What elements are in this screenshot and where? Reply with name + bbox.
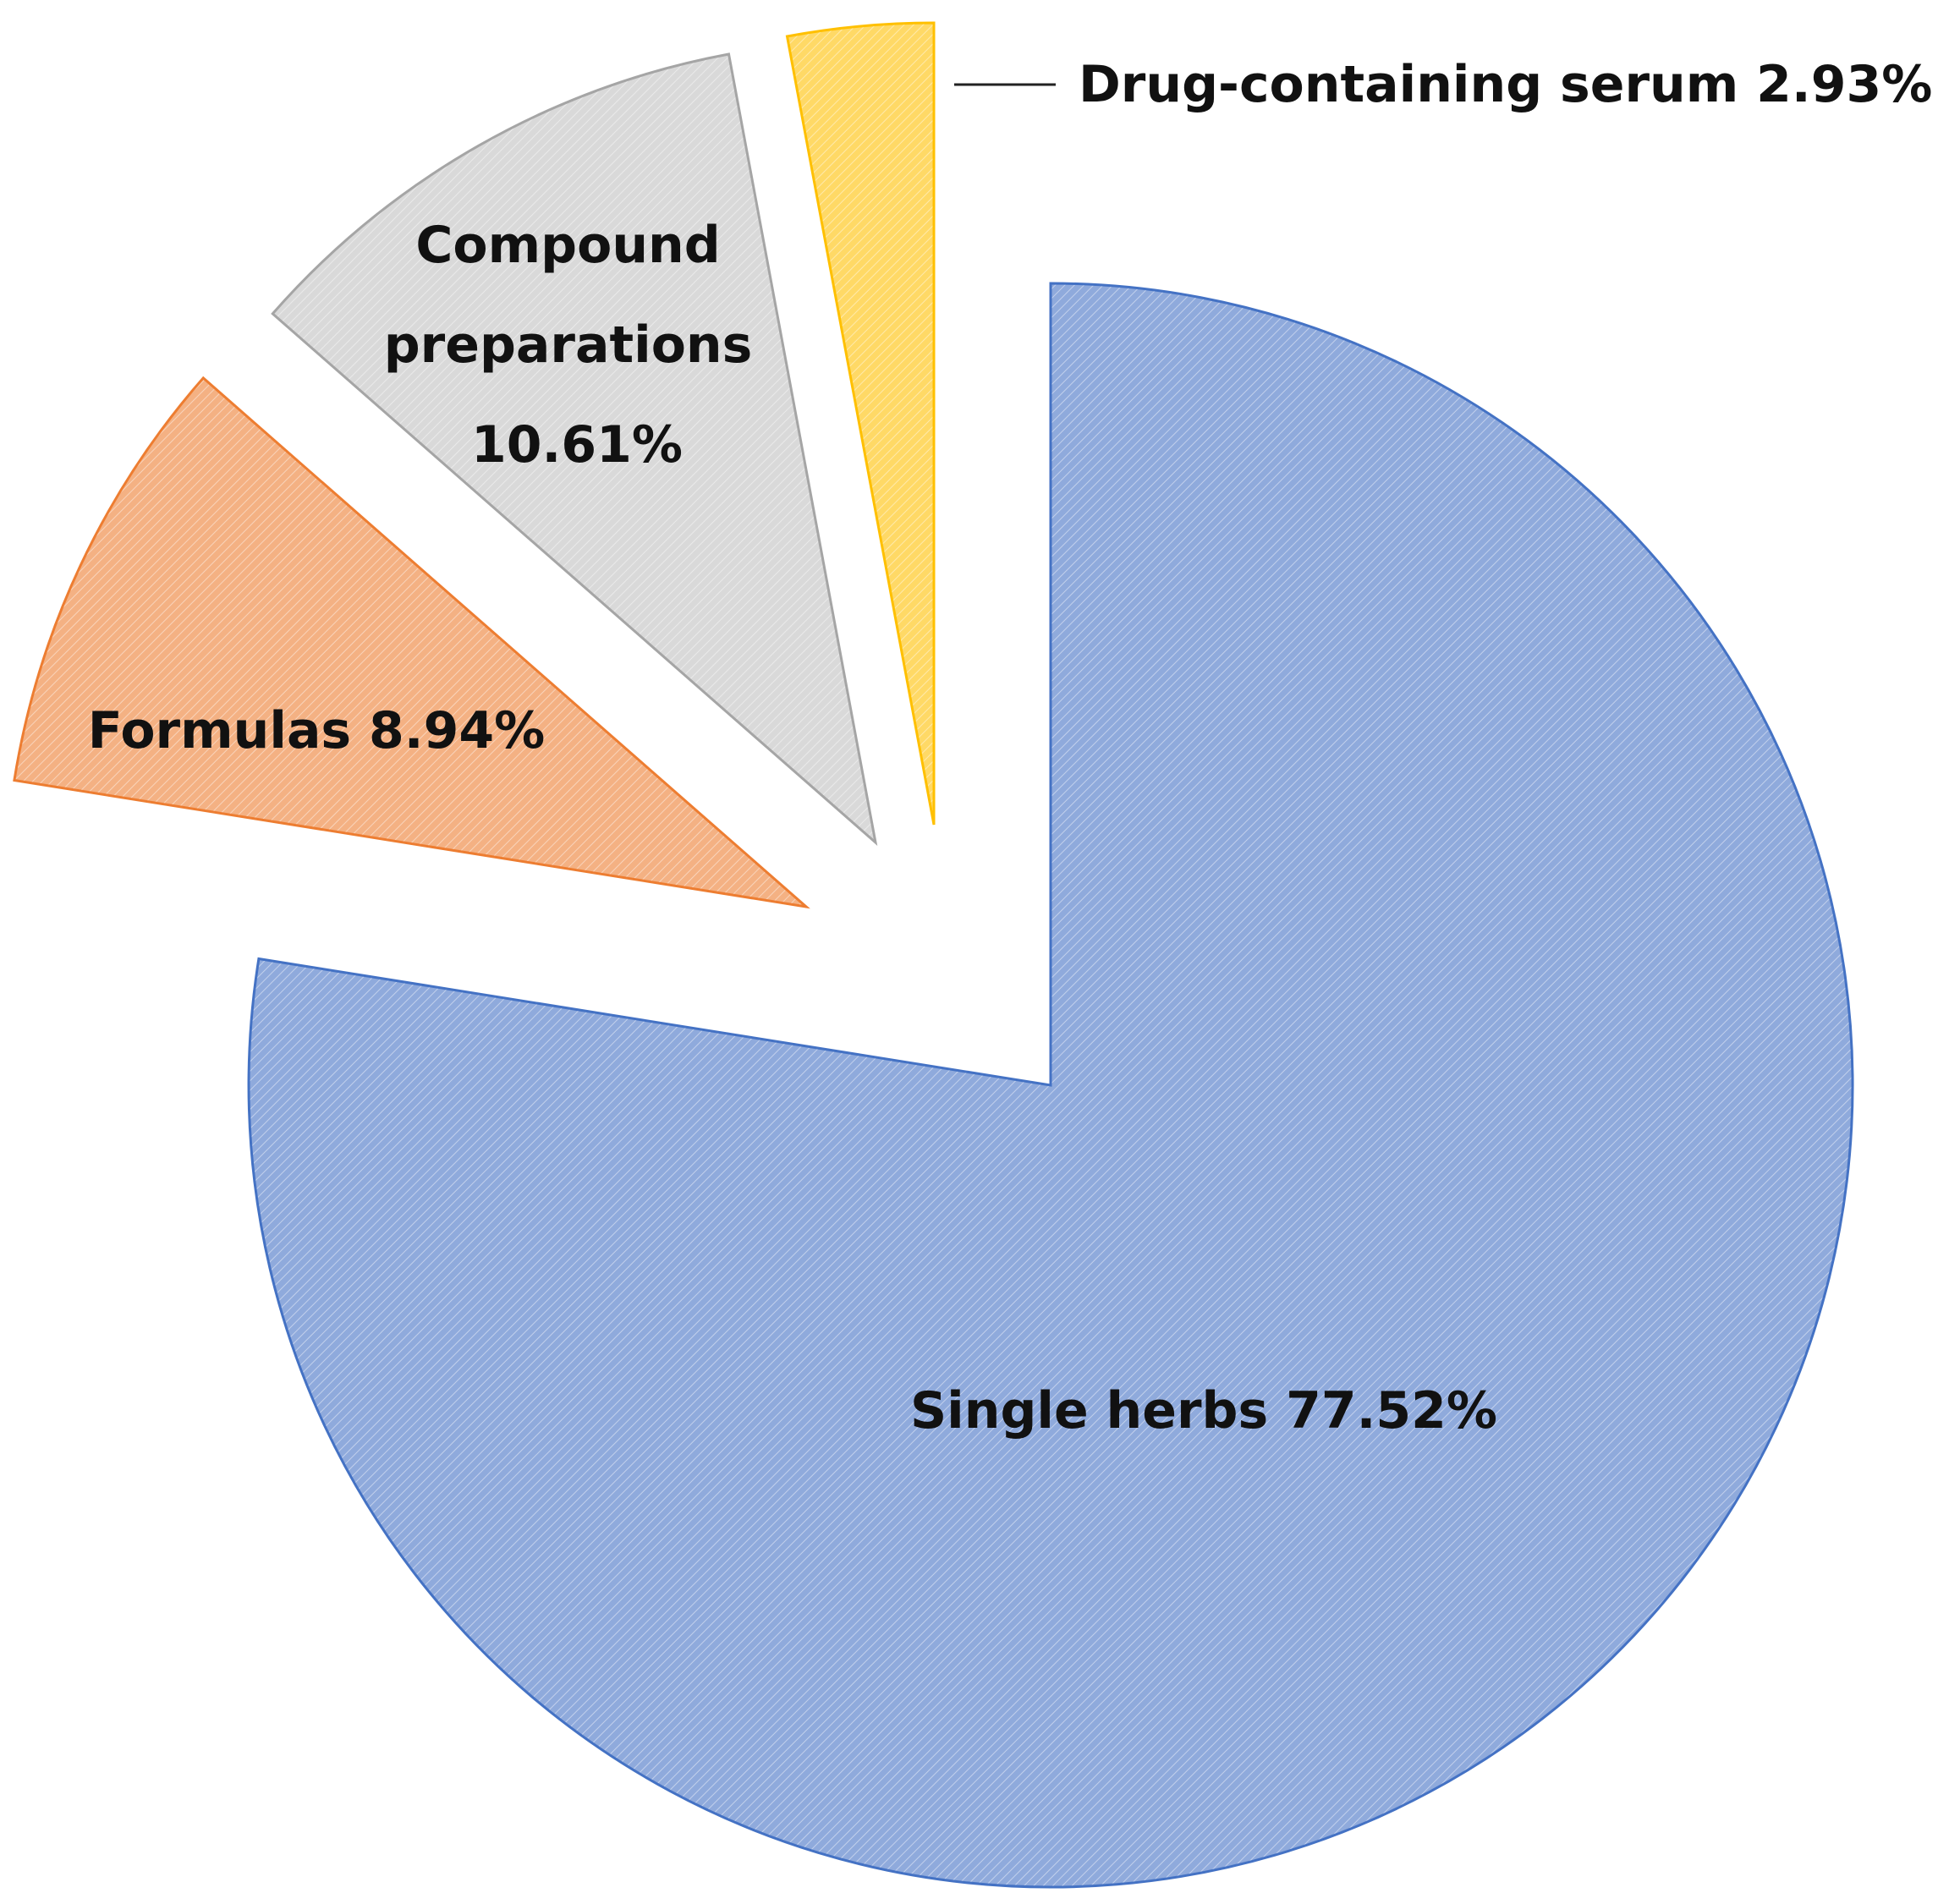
pie-slice-formulas bbox=[13, 376, 810, 909]
data-label-compound-preparations: Compound preparations 10.61% bbox=[384, 216, 771, 475]
data-label-single-herbs: Single herbs 77.52% bbox=[910, 1381, 1497, 1440]
pie-slice-single-herbs bbox=[247, 282, 1854, 1889]
data-label-formulas: Formulas 8.94% bbox=[88, 701, 545, 760]
data-label-drug-containing-serum: Drug-containing serum 2.93% bbox=[1079, 55, 1932, 114]
pie-slice-compound-preparations bbox=[271, 52, 878, 846]
pie-slice-drug-containing-serum bbox=[785, 21, 936, 826]
